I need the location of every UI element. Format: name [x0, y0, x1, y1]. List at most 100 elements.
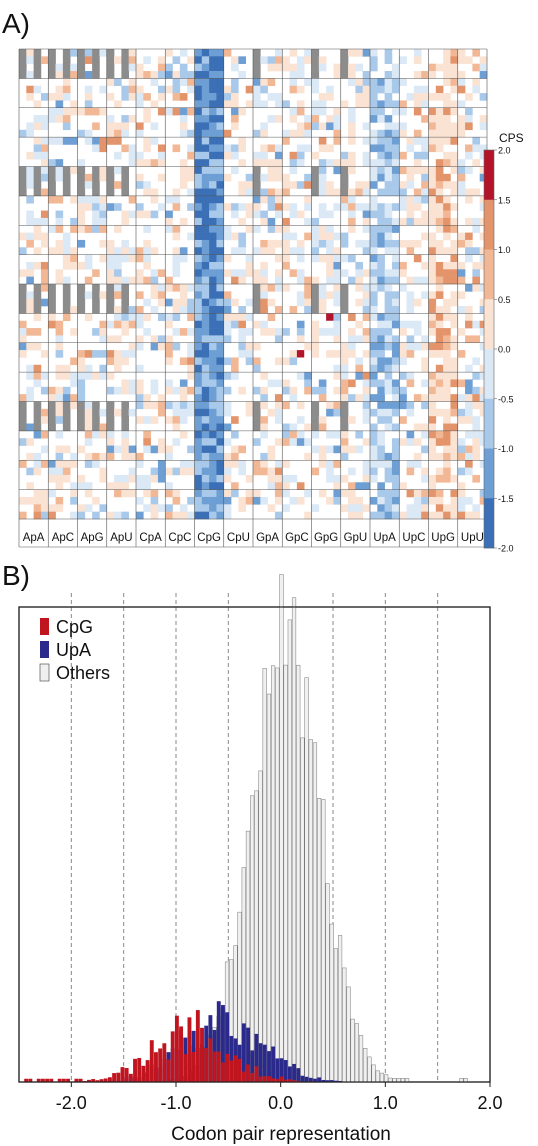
heatmap-cell: [472, 474, 480, 483]
heatmap-cell: [391, 239, 400, 248]
heatmap-cell: [143, 159, 151, 167]
heatmap-cell: [465, 217, 473, 226]
heatmap-cell: [62, 188, 71, 197]
heatmap-cell: [348, 71, 356, 79]
heatmap-cell: [370, 328, 378, 336]
heatmap-cell: [223, 320, 232, 329]
heatmap-cell: [311, 100, 320, 109]
heatmap-cell: [194, 386, 203, 395]
heatmap-cell: [84, 173, 93, 182]
heatmap-cell: [92, 166, 100, 175]
heatmap-cell: [318, 379, 327, 388]
heatmap-cell: [304, 342, 312, 351]
heatmap-cell: [362, 85, 371, 94]
heatmap-cell: [391, 217, 400, 226]
heatmap-cell: [465, 408, 473, 417]
heatmap-cell: [391, 291, 400, 299]
heatmap-cell: [172, 188, 181, 197]
heatmap-cell: [179, 291, 188, 299]
heatmap-cell: [19, 63, 27, 72]
heatmap-cell: [84, 423, 93, 432]
heatmap-cell: [362, 474, 371, 483]
heatmap-cell: [128, 489, 137, 498]
heatmap-cell: [304, 452, 312, 461]
heatmap-cell: [348, 78, 356, 87]
heatmap-cell: [92, 122, 100, 131]
heatmap-cell: [377, 159, 385, 167]
heatmap-cell: [136, 269, 144, 277]
legend-label: UpA: [56, 640, 91, 660]
heatmap-cell: [370, 445, 378, 454]
heatmap-cell: [377, 144, 385, 153]
heatmap-cell: [40, 372, 49, 380]
heatmap-cell: [304, 232, 312, 241]
cpg-bar: [158, 1048, 163, 1082]
heatmap-cell: [333, 335, 342, 344]
heatmap-cell: [384, 225, 393, 233]
heatmap-cell: [370, 195, 378, 204]
heatmap-cell: [165, 357, 173, 366]
heatmap-cell: [245, 328, 254, 336]
heatmap-cell: [289, 115, 298, 123]
heatmap-cell: [209, 217, 217, 226]
heatmap-cell: [428, 195, 437, 204]
heatmap-cell: [421, 85, 429, 94]
heatmap-cell: [296, 482, 305, 490]
heatmap-cell: [84, 452, 93, 461]
heatmap-cell: [216, 217, 225, 226]
heatmap-cell: [245, 350, 254, 358]
heatmap-cell: [62, 115, 71, 123]
heatmap-cell: [26, 195, 34, 204]
heatmap-cell: [260, 247, 268, 255]
heatmap-cell: [274, 210, 283, 219]
heatmap-cell: [157, 342, 166, 351]
heatmap-cell: [421, 496, 429, 505]
heatmap-cell: [348, 504, 356, 512]
heatmap-cell: [311, 306, 320, 314]
heatmap-cell: [40, 210, 49, 219]
heatmap-cell: [435, 504, 444, 512]
heatmap-cell: [457, 232, 466, 241]
heatmap-cell: [150, 210, 159, 219]
heatmap-cell: [40, 445, 49, 454]
heatmap-cell: [435, 122, 444, 131]
heatmap-cell: [48, 107, 56, 116]
colorbar-title: CPS: [499, 131, 524, 145]
heatmap-cell: [370, 159, 378, 167]
heatmap-cell: [457, 306, 466, 314]
heatmap-cell: [209, 284, 217, 292]
heatmap-cell: [62, 56, 71, 64]
heatmap-cell: [143, 247, 151, 255]
heatmap-cell: [370, 460, 378, 468]
upa-bar: [258, 1043, 263, 1082]
heatmap-cell: [428, 438, 437, 446]
heatmap-cell: [253, 423, 261, 432]
heatmap-cell: [428, 144, 437, 153]
heatmap-cell: [274, 482, 283, 490]
heatmap-cell: [274, 166, 283, 175]
heatmap-cell: [19, 408, 27, 417]
heatmap-cell: [231, 115, 239, 123]
heatmap-cell: [209, 379, 217, 388]
heatmap-cell: [187, 401, 195, 410]
heatmap-cell: [311, 247, 320, 255]
heatmap-cell: [194, 115, 203, 123]
heatmap-cell: [70, 107, 78, 116]
heatmap-cell: [26, 291, 34, 299]
upa-bar: [313, 1078, 317, 1082]
heatmap-cell: [136, 511, 144, 520]
heatmap-cell: [19, 416, 27, 424]
heatmap-cell: [274, 151, 283, 160]
heatmap-cell: [26, 306, 34, 314]
heatmap-cell: [223, 438, 232, 446]
heatmap-cell: [194, 291, 203, 299]
heatmap-cell: [435, 335, 444, 344]
heatmap-cell: [479, 306, 488, 314]
heatmap-cell: [340, 350, 349, 358]
heatmap-cell: [465, 144, 473, 153]
heatmap-cell: [209, 386, 217, 395]
heatmap-cell: [62, 364, 71, 373]
heatmap-cell: [106, 350, 115, 358]
heatmap-cell: [355, 511, 363, 520]
heatmap-cell: [399, 394, 407, 402]
